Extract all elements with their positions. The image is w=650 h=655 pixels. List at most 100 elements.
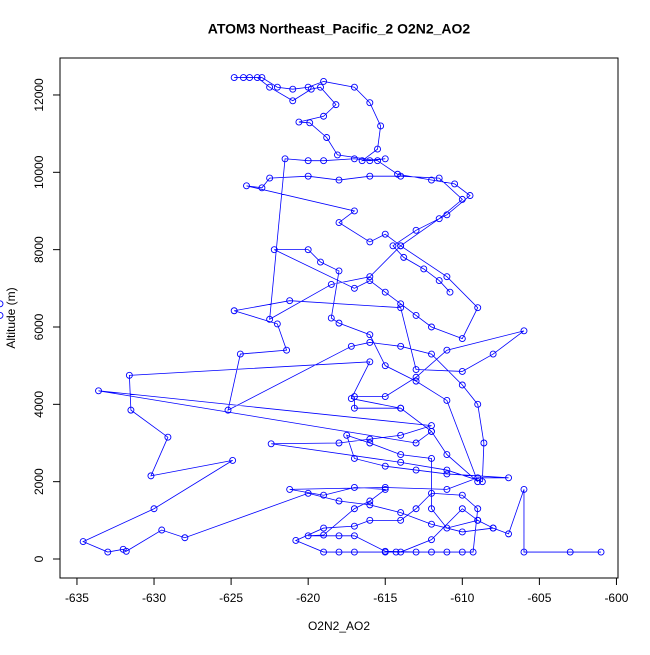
data-point: [366, 99, 374, 107]
data-point: [566, 548, 574, 556]
plot-frame: [59, 57, 619, 579]
data-point: [412, 439, 420, 447]
data-point: [489, 350, 497, 358]
data-point: [267, 440, 275, 448]
y-tick-label: 8000: [32, 236, 46, 263]
data-point: [428, 505, 435, 513]
data-point: [286, 485, 294, 493]
data-point: [320, 548, 328, 556]
data-point: [347, 342, 355, 350]
data-point: [350, 83, 358, 91]
data-point: [397, 548, 405, 556]
data-point: [236, 350, 244, 358]
data-point: [381, 393, 389, 401]
data-point: [181, 534, 189, 542]
data-point: [474, 478, 482, 486]
data-point: [480, 439, 488, 447]
data-point: [239, 74, 247, 82]
data-point: [397, 451, 405, 459]
data-point: [266, 174, 274, 182]
data-point: [412, 548, 420, 556]
x-tick-label: -600: [604, 591, 628, 605]
data-point: [374, 157, 381, 165]
data-point: [366, 339, 374, 346]
data-point: [428, 489, 435, 497]
data-point: [366, 439, 374, 447]
data-point: [520, 327, 528, 335]
data-point: [320, 531, 328, 539]
data-point: [243, 182, 250, 190]
data-point: [428, 455, 435, 462]
data-point: [469, 548, 477, 556]
data-point: [381, 462, 389, 470]
y-tick-label: 0: [32, 555, 46, 562]
data-point: [258, 74, 266, 82]
data-point: [435, 277, 443, 285]
data-point: [119, 545, 127, 553]
data-point: [358, 157, 366, 165]
data-point: [505, 530, 513, 538]
data-point: [230, 307, 238, 315]
data-point: [304, 172, 312, 180]
data-point: [412, 505, 420, 513]
data-point: [323, 134, 331, 141]
data-point: [412, 366, 420, 373]
data-point: [0, 311, 4, 319]
data-point: [435, 174, 443, 182]
data-point: [281, 155, 289, 163]
data-point: [150, 505, 158, 513]
data-point: [127, 406, 135, 414]
data-point: [443, 524, 451, 532]
data-point: [327, 314, 335, 322]
data-point: [283, 346, 291, 354]
data-point: [335, 319, 343, 327]
data-point: [451, 180, 459, 188]
data-point: [320, 491, 328, 499]
data-point: [335, 532, 343, 540]
data-point: [443, 470, 451, 478]
data-point: [335, 497, 343, 505]
data-point: [443, 548, 451, 556]
data-point: [458, 381, 466, 389]
data-point: [397, 304, 405, 312]
data-point: [412, 373, 420, 381]
data-point: [374, 145, 381, 153]
y-tick-label: 12000: [32, 78, 46, 112]
data-point: [230, 74, 238, 82]
data-point: [335, 267, 343, 275]
data-point: [224, 406, 232, 414]
data-point: [258, 184, 266, 192]
data-point: [458, 335, 466, 343]
data-point: [443, 485, 451, 493]
x-tick-label: -610: [450, 591, 474, 605]
data-point: [266, 315, 274, 323]
data-point: [381, 547, 389, 555]
data-point: [474, 505, 482, 513]
data-point: [295, 118, 303, 126]
data-point: [397, 516, 405, 524]
data-point: [443, 466, 451, 474]
data-point: [350, 548, 358, 556]
data-point: [412, 466, 420, 474]
data-point: [273, 320, 281, 328]
data-point: [332, 101, 340, 109]
data-point: [350, 522, 358, 530]
data-point: [304, 157, 312, 165]
data-point: [366, 501, 374, 509]
data-point: [366, 435, 374, 443]
data-point: [458, 505, 466, 513]
data-point: [350, 207, 358, 215]
data-point: [350, 532, 358, 540]
data-point: [443, 273, 451, 281]
data-point: [266, 83, 274, 91]
data-point: [474, 400, 482, 408]
data-point: [350, 505, 358, 513]
data-point: [428, 176, 435, 184]
data-point: [335, 439, 343, 447]
data-point: [397, 404, 405, 412]
data-point: [270, 246, 278, 254]
data-point: [366, 273, 374, 281]
data-point: [320, 77, 328, 85]
data-point: [520, 485, 528, 493]
data-point: [350, 393, 358, 401]
